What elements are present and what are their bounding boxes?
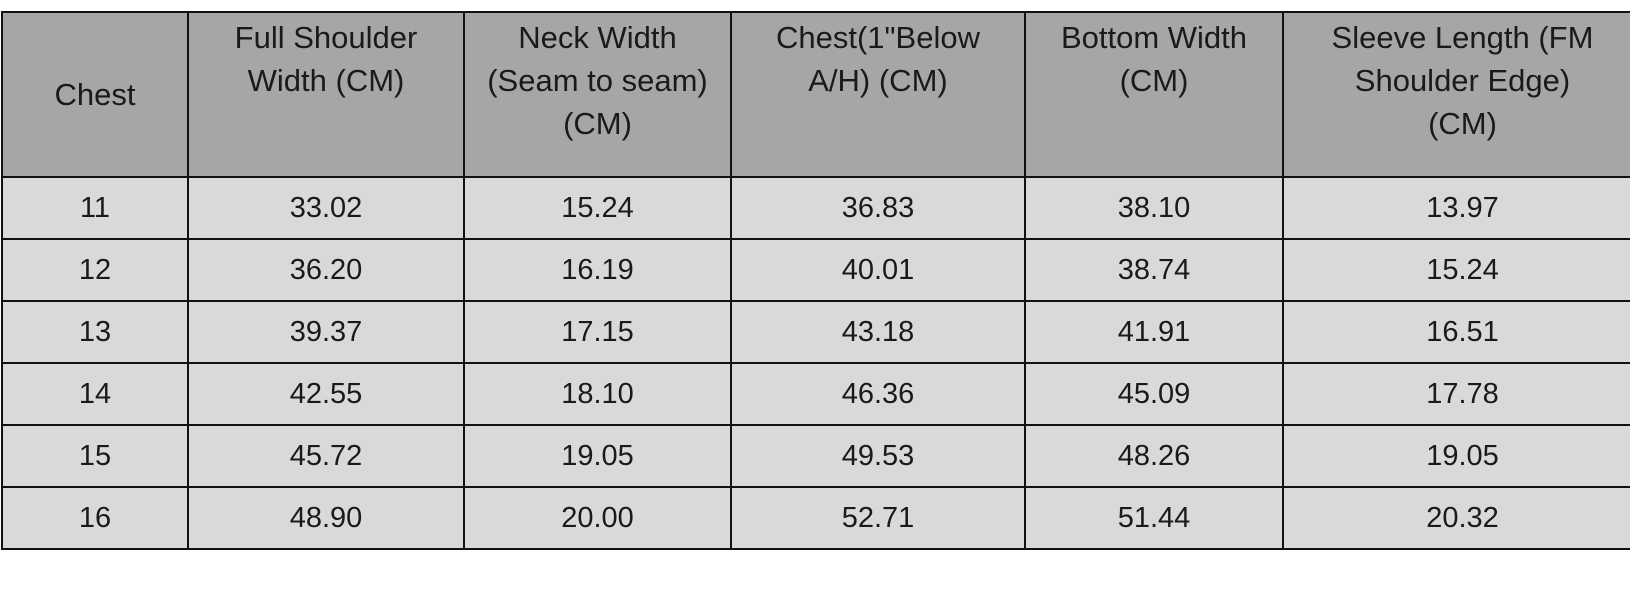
cell-full-shoulder-width: 33.02 <box>187 176 465 240</box>
cell-sleeve-length: 20.32 <box>1282 486 1630 550</box>
size-chart-table: Chest Full Shoulder Width (CM) Neck Widt… <box>1 11 1630 550</box>
cell-full-shoulder-width: 36.20 <box>187 238 465 302</box>
cell-sleeve-length: 16.51 <box>1282 300 1630 364</box>
header-neck-width: Neck Width (Seam to seam) (CM) <box>463 11 732 178</box>
table-row: 12 36.20 16.19 40.01 38.74 15.24 <box>1 238 1630 302</box>
cell-bottom-width: 48.26 <box>1024 424 1284 488</box>
cell-full-shoulder-width: 39.37 <box>187 300 465 364</box>
cell-chest-below-armhole: 43.18 <box>730 300 1026 364</box>
header-chest-below-armhole: Chest(1"Below A/H) (CM) <box>730 11 1026 178</box>
cell-sleeve-length: 19.05 <box>1282 424 1630 488</box>
cell-neck-width: 16.19 <box>463 238 732 302</box>
cell-chest-below-armhole: 40.01 <box>730 238 1026 302</box>
header-full-shoulder-width: Full Shoulder Width (CM) <box>187 11 465 178</box>
cell-full-shoulder-width: 42.55 <box>187 362 465 426</box>
cell-chest-below-armhole: 36.83 <box>730 176 1026 240</box>
table-header: Chest Full Shoulder Width (CM) Neck Widt… <box>1 11 1630 178</box>
cell-chest-below-armhole: 52.71 <box>730 486 1026 550</box>
cell-neck-width: 15.24 <box>463 176 732 240</box>
cell-chest-size: 15 <box>1 424 189 488</box>
cell-chest-below-armhole: 46.36 <box>730 362 1026 426</box>
cell-chest-below-armhole: 49.53 <box>730 424 1026 488</box>
cell-neck-width: 20.00 <box>463 486 732 550</box>
table-row: 15 45.72 19.05 49.53 48.26 19.05 <box>1 424 1630 488</box>
header-sleeve-length: Sleeve Length (FM Shoulder Edge) (CM) <box>1282 11 1630 178</box>
header-bottom-width: Bottom Width (CM) <box>1024 11 1284 178</box>
table-row: 13 39.37 17.15 43.18 41.91 16.51 <box>1 300 1630 364</box>
cell-full-shoulder-width: 45.72 <box>187 424 465 488</box>
cell-chest-size: 13 <box>1 300 189 364</box>
cell-bottom-width: 38.10 <box>1024 176 1284 240</box>
table-row: 16 48.90 20.00 52.71 51.44 20.32 <box>1 486 1630 550</box>
cell-sleeve-length: 15.24 <box>1282 238 1630 302</box>
table-body: 11 33.02 15.24 36.83 38.10 13.97 12 36.2… <box>1 176 1630 550</box>
cell-neck-width: 17.15 <box>463 300 732 364</box>
cell-bottom-width: 45.09 <box>1024 362 1284 426</box>
cell-chest-size: 11 <box>1 176 189 240</box>
cell-full-shoulder-width: 48.90 <box>187 486 465 550</box>
cell-chest-size: 12 <box>1 238 189 302</box>
header-chest: Chest <box>1 11 189 178</box>
table-row: 11 33.02 15.24 36.83 38.10 13.97 <box>1 176 1630 240</box>
cell-bottom-width: 41.91 <box>1024 300 1284 364</box>
cell-sleeve-length: 17.78 <box>1282 362 1630 426</box>
cell-chest-size: 16 <box>1 486 189 550</box>
cell-sleeve-length: 13.97 <box>1282 176 1630 240</box>
cell-chest-size: 14 <box>1 362 189 426</box>
cell-bottom-width: 38.74 <box>1024 238 1284 302</box>
cell-bottom-width: 51.44 <box>1024 486 1284 550</box>
cell-neck-width: 18.10 <box>463 362 732 426</box>
table-row: 14 42.55 18.10 46.36 45.09 17.78 <box>1 362 1630 426</box>
cell-neck-width: 19.05 <box>463 424 732 488</box>
header-row: Chest Full Shoulder Width (CM) Neck Widt… <box>1 11 1630 178</box>
